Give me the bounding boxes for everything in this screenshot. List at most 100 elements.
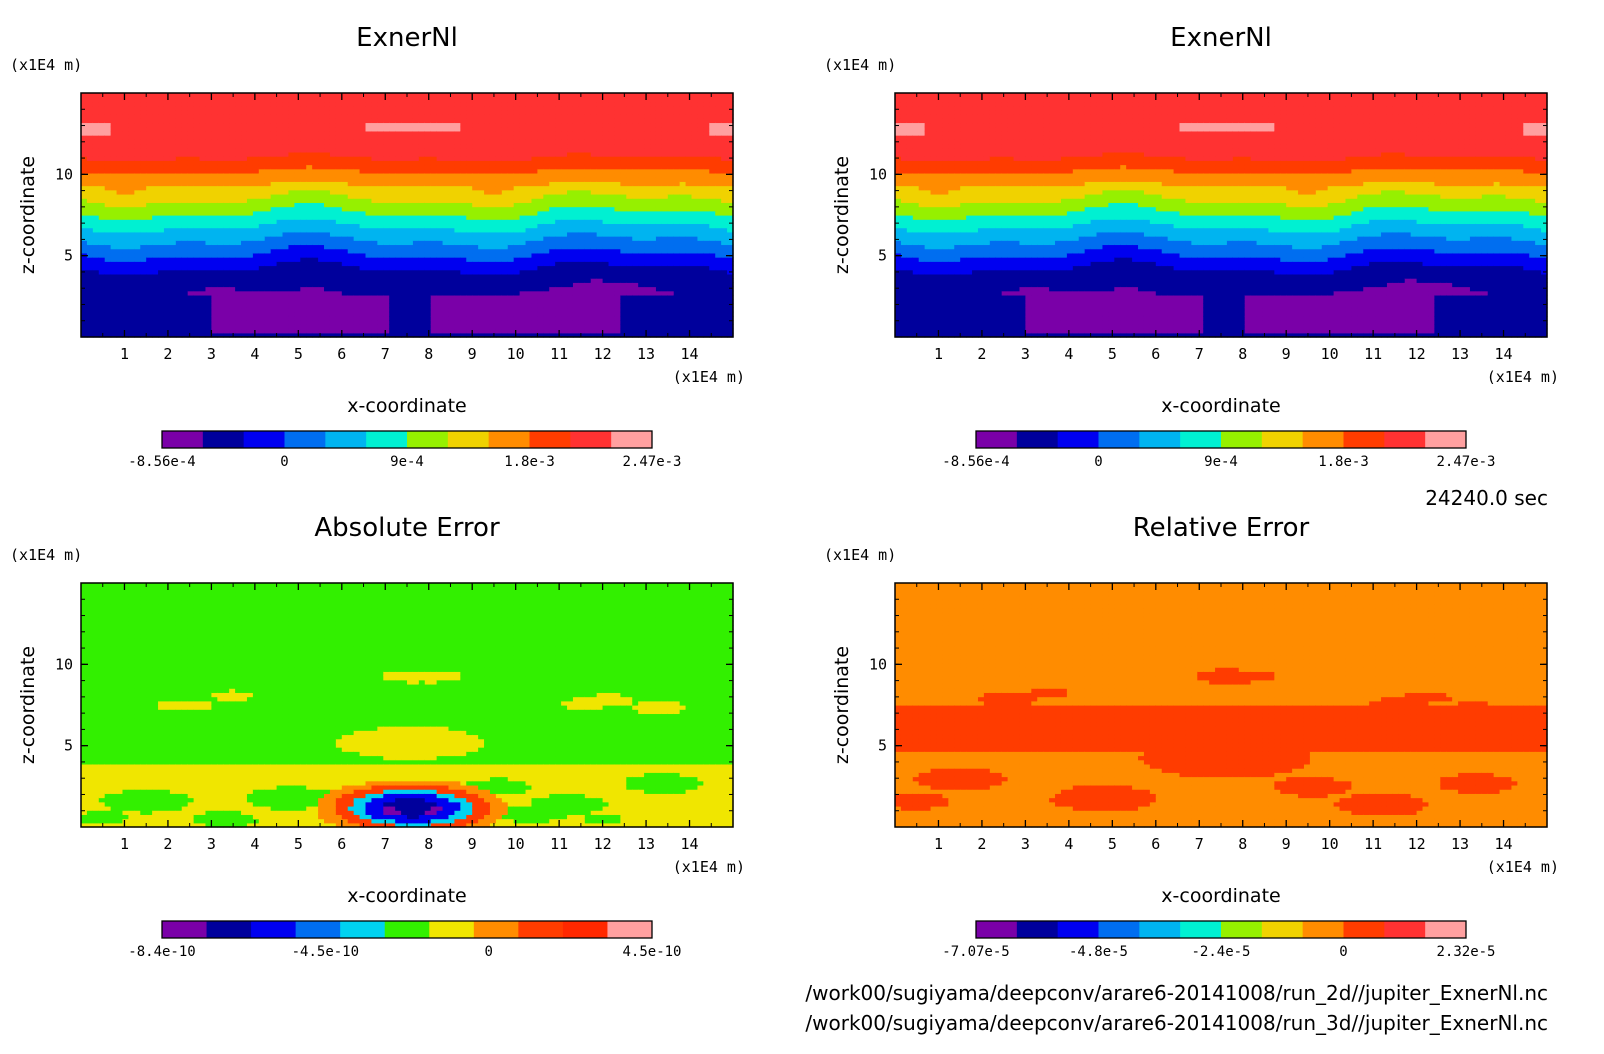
heatmap-cell (543, 324, 550, 329)
heatmap-cell (336, 303, 343, 308)
heatmap-cell (573, 110, 580, 115)
heatmap-cell (514, 173, 521, 178)
heatmap-cell (419, 295, 426, 300)
heatmap-cell (383, 106, 390, 111)
heatmap-cell (146, 312, 153, 317)
heatmap-cell (247, 253, 254, 258)
heatmap-cell (490, 207, 497, 212)
heatmap-cell (241, 223, 248, 228)
heatmap-cell (87, 156, 94, 161)
heatmap-cell (413, 169, 420, 174)
heatmap-cell (235, 135, 242, 140)
heatmap-cell (140, 194, 147, 199)
heatmap-cell (247, 194, 254, 199)
heatmap-cell (437, 165, 444, 170)
heatmap-cell (484, 114, 491, 119)
heatmap-cell (271, 228, 278, 233)
heatmap-cell (543, 282, 550, 287)
heatmap-cell (561, 177, 568, 182)
heatmap-cell (170, 316, 177, 321)
heatmap-cell (176, 202, 183, 207)
heatmap-cell (241, 316, 248, 321)
heatmap-cell (241, 139, 248, 144)
heatmap-cell (448, 156, 455, 161)
heatmap-cell (318, 303, 325, 308)
heatmap-cell (377, 97, 384, 102)
heatmap-cell (265, 156, 272, 161)
heatmap-cell (122, 177, 129, 182)
heatmap-cell (508, 223, 515, 228)
heatmap-cell (99, 278, 106, 283)
heatmap-cell (389, 253, 396, 258)
heatmap-cell (437, 244, 444, 249)
heatmap-cell (176, 135, 183, 140)
heatmap-cell (182, 165, 189, 170)
heatmap-cell (217, 278, 224, 283)
heatmap-cell (235, 316, 242, 321)
heatmap-cell (425, 236, 432, 241)
heatmap-cell (146, 316, 153, 321)
heatmap-cell (312, 110, 319, 115)
heatmap-cell (354, 240, 361, 245)
heatmap-cell (454, 173, 461, 178)
heatmap-cell (205, 135, 212, 140)
heatmap-cell (223, 261, 230, 266)
heatmap-cell (579, 181, 586, 186)
heatmap-cell (182, 282, 189, 287)
heatmap-cell (389, 122, 396, 127)
heatmap-cell (431, 160, 438, 165)
heatmap-cell (253, 320, 260, 325)
heatmap-cell (283, 118, 290, 123)
heatmap-cell (526, 118, 533, 123)
heatmap-cell (579, 135, 586, 140)
heatmap-cell (194, 131, 201, 136)
heatmap-cell (537, 101, 544, 106)
heatmap-cell (318, 181, 325, 186)
heatmap-cell (134, 278, 141, 283)
heatmap-cell (561, 131, 568, 136)
heatmap-cell (265, 312, 272, 317)
heatmap-cell (105, 139, 112, 144)
heatmap-cell (170, 253, 177, 258)
heatmap-cell (460, 148, 467, 153)
heatmap-cell (318, 320, 325, 325)
heatmap-cell (466, 299, 473, 304)
heatmap-cell (508, 177, 515, 182)
heatmap-cell (170, 215, 177, 220)
heatmap-cell (306, 257, 313, 262)
heatmap-cell (342, 253, 349, 258)
heatmap-cell (128, 278, 135, 283)
heatmap-cell (585, 101, 592, 106)
heatmap-cell (342, 274, 349, 279)
heatmap-cell (460, 101, 467, 106)
heatmap-cell (567, 320, 574, 325)
heatmap-cell (395, 194, 402, 199)
heatmap-cell (454, 316, 461, 321)
heatmap-cell (537, 324, 544, 329)
heatmap-cell (205, 303, 212, 308)
heatmap-cell (555, 122, 562, 127)
heatmap-cell (229, 160, 236, 165)
heatmap-cell (188, 156, 195, 161)
heatmap-cell (360, 152, 367, 157)
heatmap-cell (389, 127, 396, 132)
heatmap-cell (217, 118, 224, 123)
heatmap-cell (543, 270, 550, 275)
heatmap-cell (223, 190, 230, 195)
heatmap-cell (448, 173, 455, 178)
heatmap-cell (176, 165, 183, 170)
heatmap-cell (526, 253, 533, 258)
heatmap-cell (294, 143, 301, 148)
heatmap-cell (508, 261, 515, 266)
heatmap-cell (448, 194, 455, 199)
heatmap-cell (283, 181, 290, 186)
heatmap-cell (146, 215, 153, 220)
heatmap-cell (537, 207, 544, 212)
heatmap-cell (377, 194, 384, 199)
heatmap-cell (117, 291, 124, 296)
heatmap-cell (87, 324, 94, 329)
heatmap-cell (87, 143, 94, 148)
heatmap-cell (431, 324, 438, 329)
heatmap-cell (555, 131, 562, 136)
heatmap-cell (431, 236, 438, 241)
